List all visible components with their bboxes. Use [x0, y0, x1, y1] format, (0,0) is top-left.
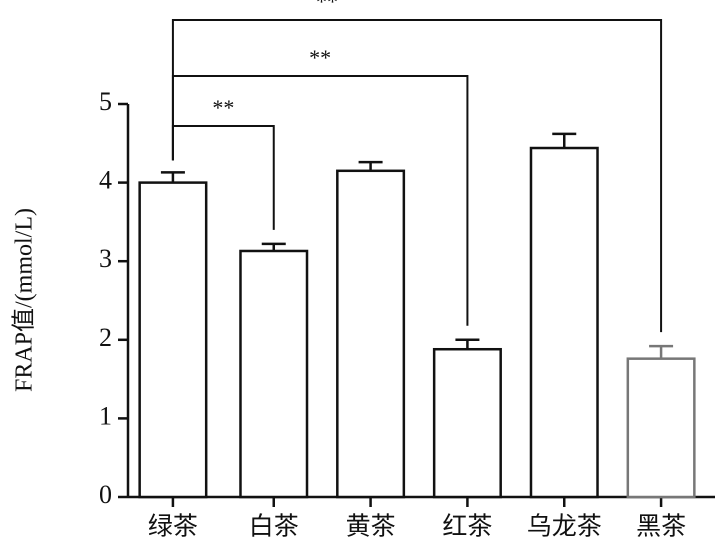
bar — [626, 357, 696, 499]
bar — [336, 169, 406, 499]
y-tick-label: 5 — [99, 87, 112, 116]
x-tick-label: 白茶 — [249, 513, 299, 541]
y-tick-label: 3 — [99, 244, 112, 273]
bar — [529, 146, 599, 499]
significance-label: ** — [316, 0, 338, 14]
y-axis-label: FRAP值/(mmol/L) — [11, 208, 38, 392]
y-tick-label: 2 — [99, 323, 112, 352]
y-tick-label: 0 — [99, 480, 112, 509]
x-tick-label: 绿茶 — [148, 513, 198, 541]
x-tick-label: 黑茶 — [636, 513, 686, 541]
significance-label: ** — [212, 95, 234, 120]
y-tick-label: 4 — [99, 166, 112, 195]
x-tick-label: 乌龙茶 — [527, 513, 602, 541]
significance-bracket — [171, 19, 663, 333]
y-tick-label: 1 — [99, 401, 112, 430]
bar — [239, 249, 309, 499]
bar — [432, 347, 502, 499]
significance-label: ** — [309, 45, 331, 70]
bar — [138, 181, 208, 499]
x-tick-label: 红茶 — [442, 513, 492, 541]
x-tick-label: 黄茶 — [346, 513, 396, 541]
